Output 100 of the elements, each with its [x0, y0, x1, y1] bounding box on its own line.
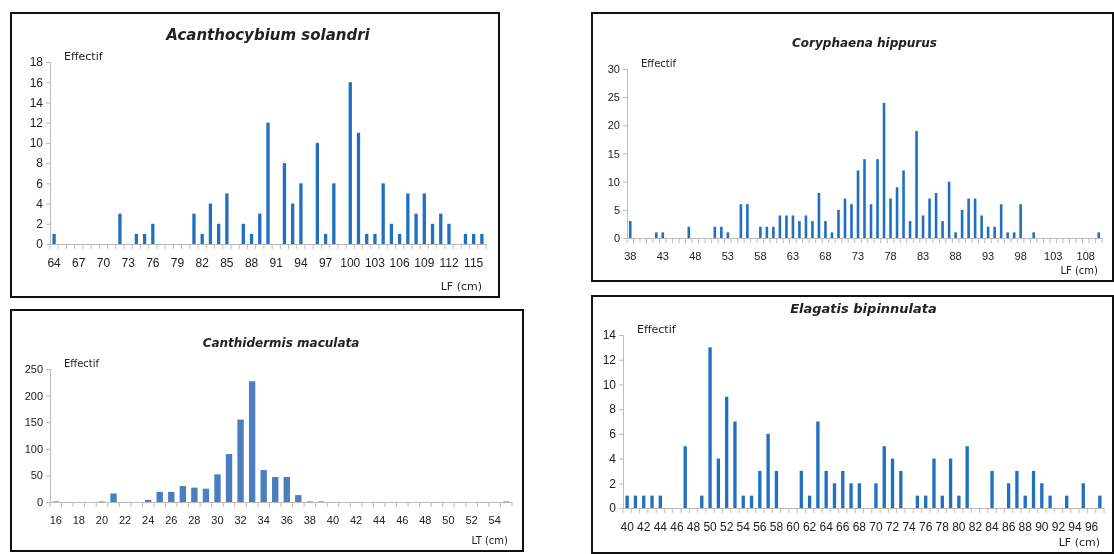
- x-tick-label: 66: [836, 519, 850, 534]
- bar: [954, 232, 957, 238]
- bar: [1015, 470, 1019, 508]
- bar: [948, 458, 953, 508]
- x-axis-title: LF (cm): [1060, 265, 1099, 276]
- bar: [168, 491, 175, 502]
- bar: [857, 483, 862, 508]
- bar: [52, 233, 56, 244]
- bar: [850, 204, 853, 238]
- x-tick-label: 18: [72, 513, 85, 526]
- bar: [993, 226, 996, 238]
- bar: [876, 159, 879, 238]
- bar: [447, 223, 451, 244]
- x-tick-label: 79: [170, 255, 185, 270]
- x-tick-label: 28: [188, 513, 201, 526]
- bar: [654, 232, 658, 238]
- bar: [1098, 495, 1102, 508]
- y-axis-title: Effectif: [64, 50, 104, 63]
- bar: [957, 495, 961, 508]
- x-tick-label: 96: [1084, 519, 1099, 534]
- y-tick-label: 10: [29, 136, 44, 151]
- x-tick-label: 78: [935, 519, 950, 534]
- bar: [179, 486, 186, 502]
- x-tick-label: 94: [294, 255, 308, 270]
- bar: [237, 419, 244, 502]
- bar: [1006, 483, 1011, 508]
- x-tick-label: 103: [1044, 249, 1063, 262]
- bar: [774, 470, 779, 508]
- y-tick-label: 20: [607, 119, 620, 132]
- y-tick-label: 200: [24, 389, 43, 402]
- x-tick-label: 67: [72, 255, 86, 270]
- x-tick-label: 44: [373, 513, 386, 526]
- x-tick-label: 83: [916, 249, 930, 262]
- x-tick-label: 103: [364, 255, 386, 270]
- chart-title: Acanthocybium solandri: [165, 26, 371, 44]
- bar: [863, 159, 866, 238]
- x-tick-label: 58: [754, 249, 767, 262]
- x-tick-label: 106: [389, 255, 410, 270]
- x-tick-label: 32: [234, 513, 247, 526]
- x-tick-label: 63: [786, 249, 800, 262]
- bar: [248, 381, 256, 502]
- bar: [1048, 495, 1052, 508]
- y-tick-label: 12: [602, 353, 617, 368]
- x-tick-label: 42: [349, 513, 363, 526]
- x-tick-label: 98: [1014, 249, 1027, 262]
- bar: [299, 183, 303, 244]
- x-tick-label: 56: [753, 519, 767, 534]
- bar: [889, 198, 892, 238]
- bar: [422, 193, 426, 244]
- bar: [628, 221, 632, 238]
- x-tick-label: 73: [121, 255, 136, 270]
- x-tick-label: 53: [721, 249, 734, 262]
- x-tick-label: 54: [736, 519, 751, 534]
- y-tick-label: 150: [24, 416, 43, 429]
- x-tick-label: 86: [1001, 519, 1016, 534]
- bar: [798, 221, 801, 238]
- bar: [824, 470, 828, 508]
- bar: [902, 170, 905, 238]
- y-tick-label: 2: [609, 476, 617, 491]
- x-tick-label: 64: [819, 519, 834, 534]
- x-tick-label: 108: [1076, 249, 1095, 262]
- bar: [356, 132, 361, 244]
- bar: [720, 226, 723, 238]
- y-tick-label: 12: [29, 116, 44, 131]
- bar: [899, 470, 903, 508]
- bar: [192, 213, 196, 244]
- x-tick-label: 74: [902, 519, 917, 534]
- x-tick-label: 46: [396, 513, 409, 526]
- x-tick-label: 76: [146, 255, 160, 270]
- bar: [980, 215, 983, 238]
- x-tick-label: 40: [326, 513, 340, 526]
- bar: [1032, 232, 1035, 238]
- bar: [151, 223, 155, 244]
- bar: [389, 223, 394, 244]
- bar: [480, 233, 484, 244]
- bar: [348, 82, 352, 244]
- x-tick-label: 73: [851, 249, 865, 262]
- bar: [965, 446, 969, 508]
- chart-title: Canthidermis maculata: [202, 336, 360, 350]
- x-tick-label: 70: [96, 255, 111, 270]
- bar: [785, 215, 788, 238]
- y-tick-label: 0: [613, 232, 620, 245]
- x-tick-label: 88: [949, 249, 962, 262]
- y-tick-label: 30: [607, 63, 620, 76]
- bar: [841, 470, 845, 508]
- bar: [295, 495, 302, 502]
- x-tick-label: 26: [165, 513, 178, 526]
- x-tick-label: 48: [419, 513, 432, 526]
- bar: [1006, 232, 1009, 238]
- bar: [202, 488, 210, 502]
- y-tick-label: 6: [609, 427, 617, 442]
- x-axis-title: LF (cm): [440, 280, 482, 293]
- bar: [414, 213, 418, 244]
- bar: [439, 213, 443, 244]
- bar: [241, 223, 245, 244]
- bar: [315, 142, 319, 244]
- bar: [282, 163, 287, 244]
- y-tick-label: 16: [29, 75, 44, 90]
- bar: [849, 483, 853, 508]
- y-tick-label: 14: [29, 95, 44, 110]
